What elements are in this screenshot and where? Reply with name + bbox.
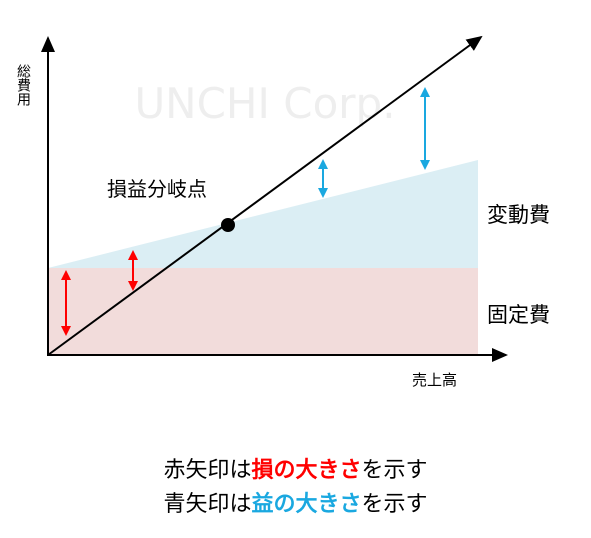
break-even-point bbox=[221, 218, 235, 232]
caption-text: を示す bbox=[361, 458, 428, 483]
sales-line bbox=[47, 35, 483, 356]
watermark: UNCHI Corp. bbox=[134, 79, 395, 128]
caption-text: を示す bbox=[361, 492, 428, 517]
caption-line: 青矢印は益の大きさを示す bbox=[0, 486, 591, 518]
fixed-cost-label: 固定費 bbox=[487, 303, 550, 327]
variable-cost-area bbox=[48, 160, 478, 268]
break-even-label: 損益分岐点 bbox=[107, 177, 207, 201]
fixed-cost-area bbox=[48, 268, 478, 355]
y-axis-label: 総費用 bbox=[15, 64, 31, 106]
caption-emphasis: 損の大きさ bbox=[251, 458, 362, 483]
caption-text: 青矢印は bbox=[163, 492, 252, 517]
caption-line: 赤矢印は損の大きさを示す bbox=[0, 452, 591, 484]
variable-cost-label: 変動費 bbox=[487, 203, 550, 227]
x-axis-label: 売上高 bbox=[412, 371, 457, 389]
caption-text: 赤矢印は bbox=[163, 458, 252, 483]
caption-emphasis: 益の大きさ bbox=[251, 492, 362, 517]
diagram: UNCHI Corp. 損益分岐点 変動費 固定費 売上高 bbox=[41, 35, 550, 389]
